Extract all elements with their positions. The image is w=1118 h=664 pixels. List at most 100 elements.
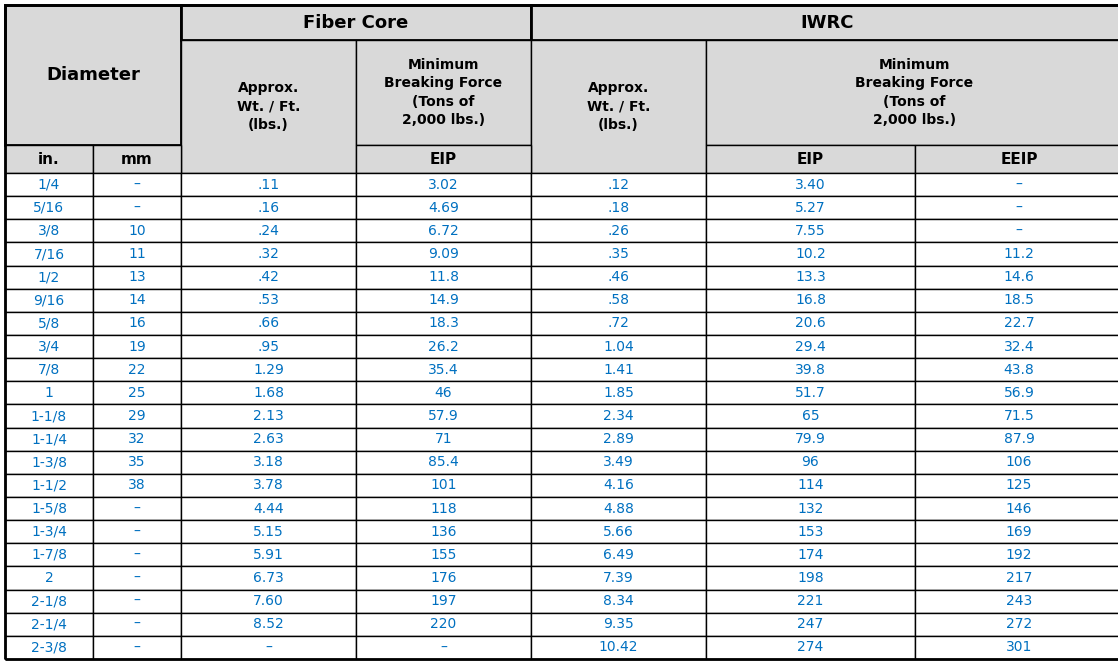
Bar (915, 289, 1118, 312)
Bar (531, 404, 705, 428)
Text: 1.29: 1.29 (253, 363, 284, 376)
Text: 79.9: 79.9 (795, 432, 826, 446)
Bar (181, 474, 356, 497)
Bar (531, 613, 705, 636)
Text: 274: 274 (797, 641, 824, 655)
Bar (4, 613, 93, 636)
Text: 14.9: 14.9 (428, 293, 458, 307)
Bar (181, 590, 356, 613)
Bar (356, 242, 531, 266)
Bar (356, 543, 531, 566)
Text: 6.72: 6.72 (428, 224, 458, 238)
Text: 87.9: 87.9 (1004, 432, 1034, 446)
Text: .53: .53 (257, 293, 280, 307)
Bar (181, 219, 356, 242)
Bar (4, 590, 93, 613)
Text: .95: .95 (257, 339, 280, 353)
Bar (915, 335, 1118, 358)
Text: 217: 217 (1006, 571, 1032, 585)
Bar (181, 312, 356, 335)
Bar (531, 358, 705, 381)
Text: 9.09: 9.09 (428, 247, 458, 261)
Bar (531, 289, 705, 312)
Text: 9/16: 9/16 (34, 293, 65, 307)
Bar (915, 613, 1118, 636)
Text: –: – (265, 641, 272, 655)
Text: 4.44: 4.44 (253, 501, 284, 515)
Text: 65: 65 (802, 409, 819, 423)
Text: –: – (133, 177, 141, 192)
Text: 192: 192 (1006, 548, 1032, 562)
Text: –: – (133, 201, 141, 214)
Text: 35.4: 35.4 (428, 363, 458, 376)
Text: 18.3: 18.3 (428, 317, 458, 331)
Text: 114: 114 (797, 479, 824, 493)
Text: in.: in. (38, 151, 59, 167)
Text: 153: 153 (797, 525, 824, 539)
Text: 16.8: 16.8 (795, 293, 826, 307)
Text: Fiber Core: Fiber Core (303, 13, 408, 31)
Text: 1.41: 1.41 (603, 363, 634, 376)
Bar (93, 219, 181, 242)
Text: 11.2: 11.2 (1004, 247, 1034, 261)
Bar (93, 497, 181, 520)
Bar (93, 543, 181, 566)
Bar (356, 40, 531, 145)
Bar (531, 543, 705, 566)
Text: 146: 146 (1006, 501, 1032, 515)
Text: 1.68: 1.68 (253, 386, 284, 400)
Bar (356, 145, 531, 173)
Text: 35: 35 (129, 456, 145, 469)
Text: IWRC: IWRC (800, 13, 854, 31)
Bar (93, 173, 181, 196)
Text: –: – (133, 641, 141, 655)
Bar (531, 312, 705, 335)
Text: 5.27: 5.27 (795, 201, 826, 214)
Bar (705, 145, 915, 173)
Text: 26.2: 26.2 (428, 339, 458, 353)
Bar (93, 289, 181, 312)
Text: mm: mm (121, 151, 153, 167)
Text: 1/4: 1/4 (38, 177, 60, 192)
Text: 3.02: 3.02 (428, 177, 458, 192)
Bar (4, 381, 93, 404)
Text: 1-5/8: 1-5/8 (31, 501, 67, 515)
Text: 4.88: 4.88 (603, 501, 634, 515)
Bar (356, 613, 531, 636)
Text: 2-1/8: 2-1/8 (31, 594, 67, 608)
Text: 1/2: 1/2 (38, 270, 60, 284)
Bar (356, 312, 531, 335)
Bar (356, 196, 531, 219)
Bar (181, 566, 356, 590)
Bar (705, 590, 915, 613)
Bar (4, 428, 93, 451)
Bar (93, 196, 181, 219)
Text: 96: 96 (802, 456, 819, 469)
Text: 7.55: 7.55 (795, 224, 826, 238)
Bar (705, 636, 915, 659)
Text: 176: 176 (430, 571, 457, 585)
Bar (705, 196, 915, 219)
Bar (915, 173, 1118, 196)
Bar (356, 266, 531, 289)
Bar (705, 497, 915, 520)
Text: 4.16: 4.16 (603, 479, 634, 493)
Text: 10.42: 10.42 (599, 641, 638, 655)
Bar (356, 219, 531, 242)
Text: 3.78: 3.78 (253, 479, 284, 493)
Bar (531, 590, 705, 613)
Bar (93, 381, 181, 404)
Text: 198: 198 (797, 571, 824, 585)
Text: .58: .58 (607, 293, 629, 307)
Text: 7/16: 7/16 (34, 247, 65, 261)
Text: –: – (440, 641, 447, 655)
Text: .35: .35 (607, 247, 629, 261)
Bar (705, 266, 915, 289)
Bar (181, 289, 356, 312)
Bar (93, 145, 181, 173)
Bar (93, 335, 181, 358)
Bar (915, 404, 1118, 428)
Text: 1: 1 (45, 386, 54, 400)
Text: 29: 29 (129, 409, 145, 423)
Text: –: – (133, 618, 141, 631)
